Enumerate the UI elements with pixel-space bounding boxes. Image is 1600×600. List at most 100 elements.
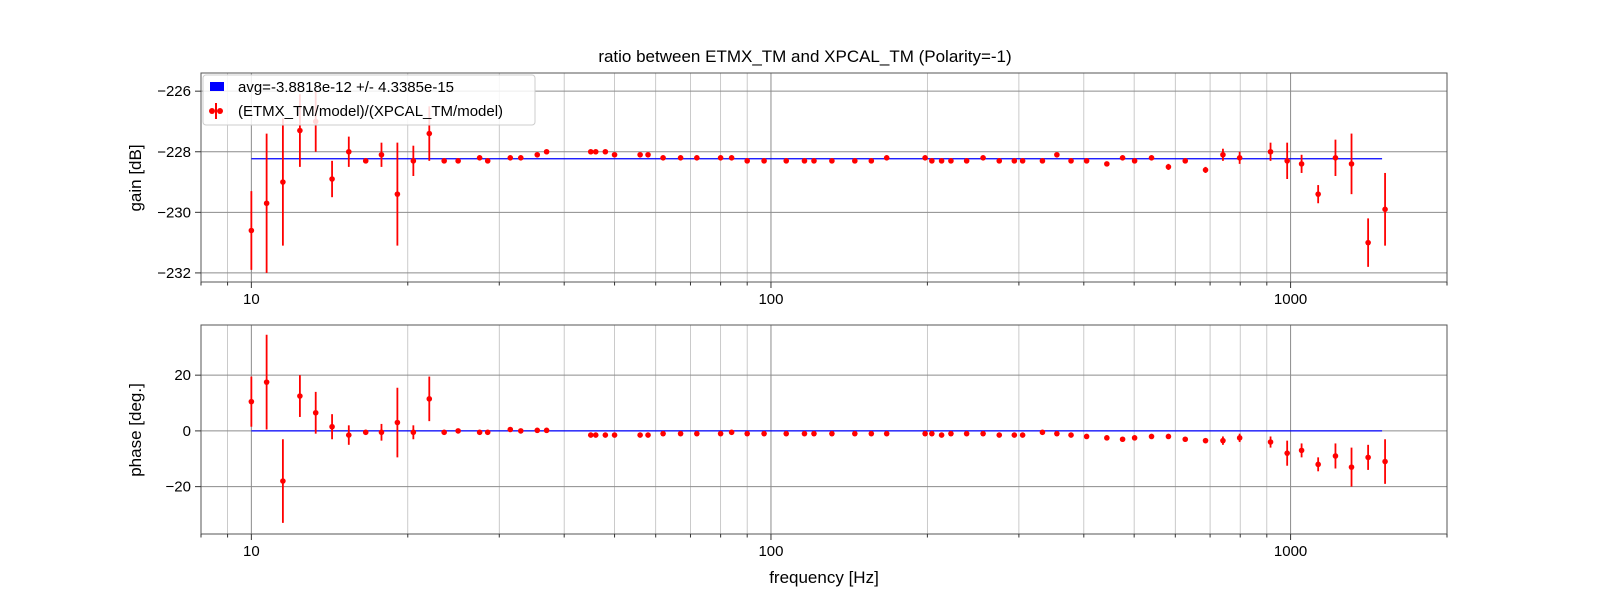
data-point xyxy=(829,158,835,164)
data-point xyxy=(829,430,835,437)
data-point xyxy=(1202,167,1209,173)
phase-ylabel: phase [deg.] xyxy=(126,383,145,477)
gain-panel: 10 100 1000 −232 −230 −228 −226 gain [dB] avg=… xyxy=(126,72,1448,308)
data-point xyxy=(929,430,935,437)
data-point xyxy=(543,427,550,434)
data-point xyxy=(1315,461,1321,468)
data-point xyxy=(980,430,986,437)
data-point xyxy=(948,158,954,164)
data-point xyxy=(744,430,750,437)
data-point xyxy=(717,155,724,161)
data-point xyxy=(922,155,928,161)
data-point xyxy=(728,429,735,436)
data-point xyxy=(660,430,666,437)
data-point xyxy=(744,158,750,164)
data-point xyxy=(534,427,541,434)
data-point xyxy=(1382,206,1388,213)
data-point xyxy=(394,191,401,197)
data-point xyxy=(996,158,1003,164)
x-tick-label: 1000 xyxy=(1274,291,1307,308)
data-point xyxy=(717,430,724,437)
data-point xyxy=(1236,435,1243,441)
data-point xyxy=(637,151,643,158)
data-point xyxy=(611,151,618,158)
data-point xyxy=(980,155,986,161)
data-point xyxy=(1348,464,1355,470)
data-point xyxy=(476,155,483,161)
data-point xyxy=(592,148,599,155)
data-point xyxy=(517,428,524,434)
data-point xyxy=(677,430,684,437)
data-point xyxy=(312,409,319,416)
y-tick-label: −230 xyxy=(157,204,191,221)
phase-axes-frame xyxy=(200,324,1448,535)
data-point xyxy=(1019,432,1026,438)
data-point xyxy=(883,155,890,161)
data-point xyxy=(1298,161,1305,167)
phase-grid xyxy=(200,325,1448,534)
data-point xyxy=(1068,158,1074,164)
data-point xyxy=(455,158,461,164)
data-point xyxy=(883,430,890,437)
data-point xyxy=(1083,433,1090,440)
data-point xyxy=(1202,437,1209,444)
x-tick-label: 100 xyxy=(758,543,783,560)
x-tick-label: 10 xyxy=(243,291,260,308)
data-point xyxy=(534,151,541,158)
data-point xyxy=(963,430,970,437)
data-point xyxy=(1182,158,1189,164)
data-point xyxy=(1011,432,1018,438)
data-point xyxy=(378,429,385,436)
data-point xyxy=(1298,447,1305,454)
data-point xyxy=(345,148,352,155)
data-point xyxy=(1332,155,1339,161)
data-point xyxy=(868,430,875,437)
x-tick-label: 10 xyxy=(243,543,260,560)
data-point xyxy=(922,430,928,437)
data-point xyxy=(1267,439,1274,445)
data-point xyxy=(1315,191,1321,197)
legend-box xyxy=(202,74,536,126)
data-point xyxy=(378,151,385,158)
data-point xyxy=(329,423,335,430)
y-tick-label: 20 xyxy=(174,367,191,384)
data-point xyxy=(783,158,790,164)
data-point xyxy=(587,148,594,155)
data-point xyxy=(1131,158,1138,164)
legend-marker-right xyxy=(217,108,223,114)
data-point xyxy=(587,432,594,438)
data-point xyxy=(761,430,767,437)
data-point xyxy=(811,430,817,437)
data-point xyxy=(263,200,270,207)
data-point xyxy=(1284,450,1290,456)
data-point xyxy=(1039,158,1046,164)
data-point xyxy=(1348,161,1355,167)
legend-label-avg: avg=-3.8818e-12 +/- 4.3385e-15 xyxy=(238,79,454,96)
x-tick-label: 100 xyxy=(758,291,783,308)
data-point xyxy=(1220,437,1226,444)
data-point xyxy=(441,429,447,436)
phase-plot-area xyxy=(248,334,1388,523)
data-point xyxy=(507,426,514,433)
data-point xyxy=(1054,430,1060,437)
data-point xyxy=(660,155,666,161)
data-point xyxy=(517,155,524,161)
data-point xyxy=(1332,453,1339,459)
data-point xyxy=(1182,436,1189,443)
data-point xyxy=(996,432,1003,438)
y-tick-label: −228 xyxy=(157,144,191,161)
data-point xyxy=(602,148,609,155)
x-axis-label: frequency [Hz] xyxy=(769,568,879,587)
legend-label-ratio: (ETMX_TM/model)/(XPCAL_TM/model) xyxy=(238,103,503,120)
y-tick-label: −226 xyxy=(157,83,191,100)
data-point xyxy=(1104,161,1110,167)
data-point xyxy=(426,130,433,137)
data-point xyxy=(1119,436,1126,443)
y-tick-label: −20 xyxy=(166,479,191,496)
data-point xyxy=(761,158,767,164)
gain-ticks: 10 100 1000 −232 −230 −228 −226 xyxy=(157,83,1448,308)
data-point xyxy=(329,176,335,182)
data-point xyxy=(1365,454,1371,461)
data-point xyxy=(1365,239,1371,246)
